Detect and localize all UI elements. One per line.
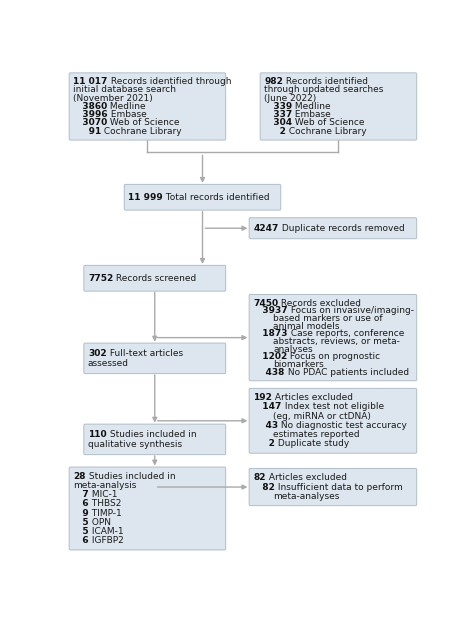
Text: Embase: Embase	[108, 110, 146, 119]
Text: Focus on invasive/imaging-: Focus on invasive/imaging-	[288, 306, 414, 315]
Text: through updated searches: through updated searches	[264, 85, 383, 95]
Text: (November 2021): (November 2021)	[73, 93, 153, 103]
Text: 11 017: 11 017	[73, 77, 108, 86]
Text: 82: 82	[253, 483, 275, 491]
Text: 3070: 3070	[73, 118, 108, 128]
Text: THBS2: THBS2	[89, 500, 121, 508]
FancyBboxPatch shape	[84, 424, 226, 454]
FancyBboxPatch shape	[249, 295, 417, 381]
Text: 438: 438	[253, 368, 284, 376]
Text: TIMP-1: TIMP-1	[89, 509, 122, 517]
Text: 91: 91	[73, 127, 101, 136]
Text: 302: 302	[88, 348, 107, 358]
Text: Full-text articles: Full-text articles	[107, 348, 182, 358]
Text: 82: 82	[253, 474, 266, 482]
Text: Insufficient data to perform: Insufficient data to perform	[275, 483, 403, 491]
Text: 6: 6	[73, 536, 89, 545]
Text: 3860: 3860	[73, 102, 108, 111]
Text: 7450: 7450	[253, 298, 278, 308]
Text: Embase: Embase	[292, 110, 331, 119]
Text: (eg, miRNA or ctDNA): (eg, miRNA or ctDNA)	[273, 412, 371, 421]
Text: based markers or use of: based markers or use of	[273, 314, 383, 323]
Text: 2: 2	[264, 127, 286, 136]
Text: animal models: animal models	[273, 322, 340, 331]
Text: 192: 192	[253, 393, 272, 402]
Text: No PDAC patients included: No PDAC patients included	[284, 368, 409, 376]
Text: Medline: Medline	[292, 102, 331, 111]
Text: (June 2022): (June 2022)	[264, 93, 317, 103]
FancyBboxPatch shape	[249, 218, 417, 239]
Text: Articles excluded: Articles excluded	[266, 474, 346, 482]
Text: assessed: assessed	[88, 359, 129, 368]
Text: 1873: 1873	[253, 329, 288, 338]
Text: 5: 5	[73, 517, 89, 527]
Text: meta-analysis: meta-analysis	[73, 481, 137, 490]
Text: estimates reported: estimates reported	[273, 430, 360, 439]
Text: IGFBP2: IGFBP2	[89, 536, 124, 545]
Text: Index test not eligible: Index test not eligible	[282, 402, 384, 412]
Text: Records identified: Records identified	[283, 77, 368, 86]
Text: Web of Science: Web of Science	[108, 118, 180, 128]
Text: 304: 304	[264, 118, 292, 128]
Text: 5: 5	[73, 527, 89, 536]
Text: Case reports, conference: Case reports, conference	[288, 329, 404, 338]
FancyBboxPatch shape	[249, 469, 417, 506]
Text: 982: 982	[264, 77, 283, 86]
Text: 1202: 1202	[253, 352, 287, 361]
Text: MIC-1: MIC-1	[89, 490, 118, 500]
FancyBboxPatch shape	[84, 266, 226, 291]
Text: 28: 28	[73, 472, 86, 481]
Text: OPN: OPN	[89, 517, 111, 527]
Text: 4247: 4247	[253, 223, 279, 233]
Text: Studies included in: Studies included in	[86, 472, 175, 481]
Text: meta-analyses: meta-analyses	[273, 491, 340, 501]
Text: Articles excluded: Articles excluded	[272, 393, 353, 402]
Text: Records excluded: Records excluded	[278, 298, 361, 308]
Text: 7: 7	[73, 490, 89, 500]
Text: analyses: analyses	[273, 345, 313, 353]
Text: 110: 110	[88, 430, 107, 439]
FancyBboxPatch shape	[69, 467, 226, 550]
Text: 11 999: 11 999	[128, 193, 163, 202]
Text: initial database search: initial database search	[73, 85, 176, 95]
Text: ICAM-1: ICAM-1	[89, 527, 123, 536]
Text: Records screened: Records screened	[113, 274, 196, 283]
Text: Total records identified: Total records identified	[163, 193, 270, 202]
Text: 337: 337	[264, 110, 292, 119]
Text: qualitative synthesis: qualitative synthesis	[88, 440, 182, 449]
Text: Duplicate records removed: Duplicate records removed	[279, 223, 404, 233]
Text: 2: 2	[253, 439, 275, 448]
Text: Duplicate study: Duplicate study	[275, 439, 349, 448]
Text: abstracts, reviews, or meta-: abstracts, reviews, or meta-	[273, 337, 400, 346]
Text: 3937: 3937	[253, 306, 288, 315]
Text: 147: 147	[253, 402, 282, 412]
Text: 6: 6	[73, 500, 89, 508]
Text: 7752: 7752	[88, 274, 113, 283]
Text: Studies included in: Studies included in	[107, 430, 196, 439]
Text: 43: 43	[253, 421, 278, 430]
Text: 339: 339	[264, 102, 292, 111]
FancyBboxPatch shape	[124, 184, 281, 210]
Text: Medline: Medline	[108, 102, 146, 111]
Text: Cochrane Library: Cochrane Library	[286, 127, 367, 136]
Text: No diagnostic test accuracy: No diagnostic test accuracy	[278, 421, 407, 430]
Text: Cochrane Library: Cochrane Library	[101, 127, 182, 136]
Text: Focus on prognostic: Focus on prognostic	[287, 352, 381, 361]
Text: Records identified through: Records identified through	[108, 77, 231, 86]
FancyBboxPatch shape	[69, 73, 226, 140]
Text: Web of Science: Web of Science	[292, 118, 365, 128]
Text: 9: 9	[73, 509, 89, 517]
Text: biomarkers: biomarkers	[273, 360, 324, 369]
FancyBboxPatch shape	[84, 343, 226, 374]
FancyBboxPatch shape	[260, 73, 417, 140]
Text: 3996: 3996	[73, 110, 108, 119]
FancyBboxPatch shape	[249, 388, 417, 453]
